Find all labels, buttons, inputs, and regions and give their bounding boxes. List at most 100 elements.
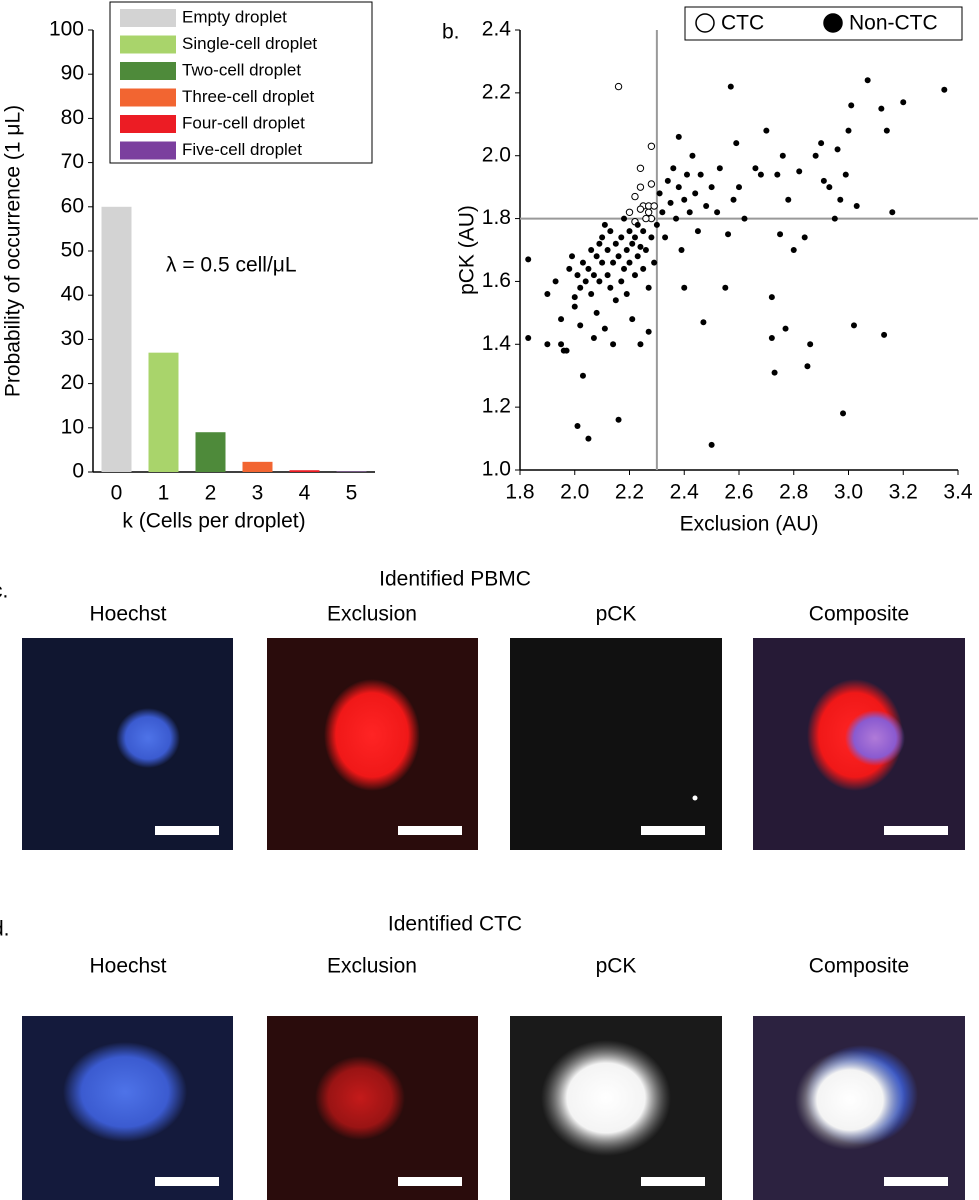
y-tick-label: 100 <box>49 18 84 41</box>
point <box>653 221 660 228</box>
point <box>782 325 789 332</box>
y-tick-label: 1.6 <box>482 269 511 292</box>
point <box>585 435 592 442</box>
point <box>558 341 565 348</box>
column-label: pCK <box>596 603 637 626</box>
point <box>714 209 721 216</box>
x-tick-label: 2.4 <box>670 481 700 504</box>
column-label: pCK <box>596 955 637 978</box>
point <box>703 203 710 209</box>
legend-label: CTC <box>721 12 764 35</box>
x-axis-label: k (Cells per droplet) <box>122 510 305 533</box>
cell <box>541 1040 671 1156</box>
point <box>681 284 688 291</box>
y-tick-label: 1.8 <box>482 206 511 229</box>
point <box>692 190 699 197</box>
point <box>623 247 630 253</box>
point <box>612 240 619 247</box>
legend-swatch <box>120 35 176 54</box>
x-tick-label: 2.0 <box>560 481 589 504</box>
legend-label: Five-cell droplet <box>182 140 302 159</box>
x-tick-label: 2.2 <box>615 481 644 504</box>
point <box>544 291 551 297</box>
speck <box>692 795 698 801</box>
legend-swatch <box>120 62 176 80</box>
legend-marker <box>695 13 715 33</box>
point <box>675 133 682 140</box>
point <box>741 215 748 222</box>
annotation: λ = 0.5 cell/μL <box>166 254 297 277</box>
point <box>563 347 570 354</box>
point <box>634 221 641 228</box>
point <box>642 247 649 253</box>
point <box>607 284 614 291</box>
y-tick-label: 80 <box>61 106 84 129</box>
point <box>601 221 608 228</box>
y-tick-label: 50 <box>61 239 84 262</box>
scale-bar <box>641 826 705 835</box>
point <box>637 243 644 250</box>
point <box>678 247 685 253</box>
point <box>640 228 647 235</box>
point <box>708 441 715 448</box>
point <box>878 105 885 112</box>
point <box>626 228 633 235</box>
x-tick-label: 2.6 <box>724 481 753 504</box>
bar <box>101 206 132 473</box>
point <box>826 184 833 191</box>
point <box>558 316 565 323</box>
point <box>752 165 759 172</box>
point <box>796 168 803 175</box>
scale-bar <box>398 1177 462 1186</box>
point <box>645 328 652 335</box>
image-pck <box>510 638 722 850</box>
point <box>683 171 690 178</box>
cell <box>324 679 420 791</box>
cell <box>845 710 905 766</box>
scale-bar <box>398 826 462 835</box>
legend-label: Empty droplet <box>182 7 287 26</box>
y-tick-label: 90 <box>61 62 84 85</box>
y-tick-label: 60 <box>61 194 84 217</box>
point <box>662 234 669 241</box>
x-tick-label: 3.2 <box>889 481 918 504</box>
point <box>574 272 581 279</box>
x-tick-label: 5 <box>346 482 358 505</box>
bar <box>195 432 226 472</box>
point <box>629 240 636 247</box>
point <box>631 272 638 279</box>
point <box>716 165 723 172</box>
panel-label: d. <box>0 918 10 941</box>
point <box>614 82 623 91</box>
x-tick-label: 2 <box>205 482 217 505</box>
panel-title: Identified CTC <box>388 913 522 936</box>
point <box>596 240 603 247</box>
y-tick-label: 70 <box>61 150 84 173</box>
point <box>656 190 663 197</box>
point <box>577 322 584 329</box>
legend-label: Single-cell droplet <box>182 34 317 53</box>
y-tick-label: 20 <box>61 371 84 394</box>
column-label: Exclusion <box>327 603 417 626</box>
column-label: Composite <box>809 603 909 626</box>
point <box>831 215 838 222</box>
cell <box>116 708 180 768</box>
x-tick-label: 3.0 <box>834 481 863 504</box>
point <box>625 208 634 216</box>
bar <box>148 352 179 472</box>
bar <box>289 470 320 472</box>
point <box>900 99 907 106</box>
x-tick-label: 2.8 <box>779 481 808 504</box>
legend-swatch <box>120 88 176 107</box>
y-axis-label: pCK (AU) <box>456 205 479 295</box>
point <box>566 265 573 272</box>
legend-swatch <box>120 115 176 133</box>
point <box>637 341 644 348</box>
x-axis-label: Exclusion (AU) <box>680 513 819 536</box>
point <box>579 259 586 266</box>
point <box>725 231 732 238</box>
point <box>650 202 658 210</box>
scale-bar <box>884 826 948 835</box>
point <box>618 234 625 241</box>
